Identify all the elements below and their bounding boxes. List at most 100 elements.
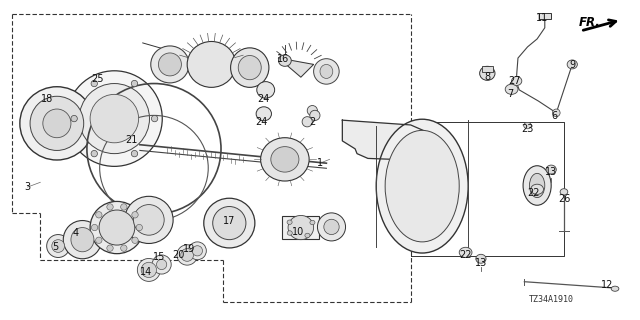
Ellipse shape	[95, 212, 102, 218]
Ellipse shape	[157, 260, 167, 270]
Ellipse shape	[529, 173, 545, 197]
Ellipse shape	[271, 147, 299, 172]
Ellipse shape	[132, 212, 138, 218]
Text: 24: 24	[258, 94, 270, 104]
Ellipse shape	[204, 198, 255, 248]
Ellipse shape	[188, 242, 206, 260]
Ellipse shape	[460, 247, 472, 258]
Text: 21: 21	[125, 135, 138, 145]
Ellipse shape	[99, 210, 135, 245]
Ellipse shape	[187, 42, 236, 87]
Text: 11: 11	[536, 13, 548, 23]
Ellipse shape	[320, 64, 333, 78]
Text: TZ34A1910: TZ34A1910	[529, 295, 573, 304]
Ellipse shape	[43, 109, 71, 138]
Text: 22: 22	[528, 188, 540, 198]
Ellipse shape	[305, 233, 310, 238]
Ellipse shape	[324, 219, 339, 235]
Ellipse shape	[523, 166, 551, 205]
Ellipse shape	[134, 204, 164, 235]
Ellipse shape	[511, 76, 522, 85]
Ellipse shape	[132, 237, 138, 244]
Polygon shape	[278, 58, 314, 77]
Ellipse shape	[91, 80, 97, 87]
Ellipse shape	[260, 138, 309, 181]
Ellipse shape	[52, 240, 65, 252]
Ellipse shape	[90, 201, 144, 254]
Text: 14: 14	[140, 267, 152, 277]
Text: 25: 25	[92, 74, 104, 84]
Ellipse shape	[310, 110, 320, 121]
Text: 3: 3	[24, 182, 31, 192]
Text: 16: 16	[277, 54, 289, 64]
Ellipse shape	[71, 228, 94, 252]
Ellipse shape	[151, 46, 189, 83]
Ellipse shape	[30, 96, 84, 150]
Ellipse shape	[120, 204, 127, 210]
Ellipse shape	[63, 220, 102, 259]
Ellipse shape	[47, 235, 70, 258]
FancyBboxPatch shape	[481, 66, 493, 72]
Ellipse shape	[552, 109, 560, 117]
FancyBboxPatch shape	[539, 13, 550, 19]
Ellipse shape	[92, 224, 98, 231]
Text: 1: 1	[317, 158, 323, 168]
Ellipse shape	[287, 231, 292, 235]
Text: 13: 13	[545, 167, 557, 177]
Ellipse shape	[152, 116, 158, 122]
Ellipse shape	[71, 116, 77, 122]
FancyBboxPatch shape	[282, 216, 319, 239]
Ellipse shape	[307, 106, 317, 116]
Ellipse shape	[120, 245, 127, 251]
Ellipse shape	[288, 215, 314, 240]
Ellipse shape	[131, 80, 138, 87]
Ellipse shape	[152, 255, 172, 274]
Ellipse shape	[131, 150, 138, 157]
Ellipse shape	[524, 123, 531, 129]
Ellipse shape	[385, 130, 460, 242]
Text: 9: 9	[569, 60, 575, 70]
Text: 20: 20	[172, 250, 184, 260]
Ellipse shape	[376, 119, 468, 253]
Text: 24: 24	[255, 117, 268, 127]
Text: 17: 17	[223, 216, 236, 226]
Ellipse shape	[238, 55, 261, 80]
Ellipse shape	[531, 184, 543, 195]
Ellipse shape	[257, 82, 275, 98]
Ellipse shape	[95, 237, 102, 244]
Text: 26: 26	[558, 194, 570, 204]
Ellipse shape	[159, 53, 181, 76]
Text: 12: 12	[601, 280, 614, 290]
Ellipse shape	[90, 94, 139, 143]
Ellipse shape	[278, 55, 291, 66]
Ellipse shape	[479, 66, 495, 80]
Text: 10: 10	[292, 227, 304, 237]
Ellipse shape	[546, 165, 556, 174]
Ellipse shape	[20, 87, 94, 160]
Ellipse shape	[192, 246, 202, 256]
Text: 8: 8	[484, 72, 490, 82]
Ellipse shape	[180, 249, 193, 261]
Ellipse shape	[567, 60, 577, 69]
Text: 19: 19	[183, 244, 195, 253]
Text: 27: 27	[509, 76, 521, 86]
Text: 5: 5	[52, 242, 58, 252]
Ellipse shape	[177, 245, 197, 265]
Text: 22: 22	[460, 250, 472, 260]
Text: 2: 2	[309, 117, 316, 127]
Ellipse shape	[476, 254, 486, 263]
Ellipse shape	[136, 224, 143, 231]
Ellipse shape	[141, 262, 157, 277]
Ellipse shape	[310, 220, 315, 225]
Text: 13: 13	[475, 258, 487, 268]
Ellipse shape	[79, 84, 150, 154]
Ellipse shape	[212, 206, 246, 240]
Ellipse shape	[67, 71, 163, 166]
Ellipse shape	[314, 59, 339, 84]
Ellipse shape	[287, 220, 292, 224]
Ellipse shape	[230, 48, 269, 87]
Text: 18: 18	[40, 94, 52, 104]
Ellipse shape	[560, 189, 568, 195]
Text: 6: 6	[551, 111, 557, 121]
Ellipse shape	[256, 107, 271, 121]
